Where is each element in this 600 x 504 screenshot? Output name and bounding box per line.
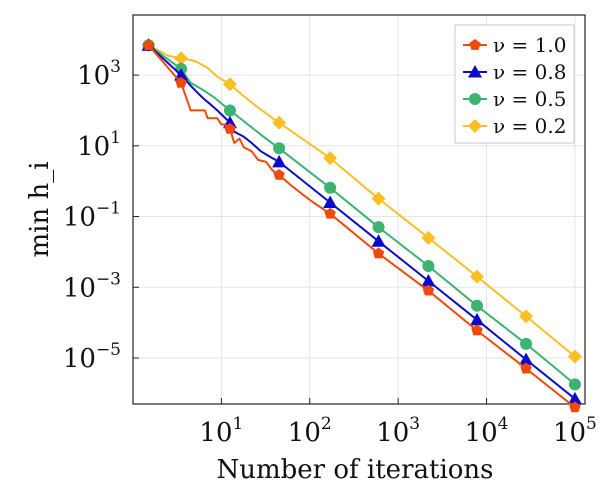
x-tick-label: 105 — [553, 414, 597, 448]
legend-marker — [468, 65, 482, 78]
legend-label: ν = 0.2 — [493, 114, 566, 138]
legend-label: ν = 0.5 — [493, 87, 566, 111]
x-tick-label: 102 — [288, 414, 332, 448]
data-point — [371, 234, 386, 247]
legend-marker — [469, 39, 481, 50]
data-point — [273, 168, 285, 180]
data-point — [324, 181, 337, 194]
y-tick-label: 10−5 — [63, 340, 121, 374]
data-point — [422, 259, 435, 272]
legend-marker — [469, 93, 481, 105]
data-point — [224, 122, 236, 134]
data-point — [471, 299, 484, 312]
data-point — [371, 191, 386, 206]
legend-label: ν = 1.0 — [493, 33, 566, 57]
legend-marker — [468, 119, 482, 133]
data-point — [273, 142, 286, 155]
data-point — [323, 195, 338, 208]
y-tick-label: 10−1 — [63, 199, 121, 233]
series-line — [148, 44, 576, 386]
y-tick-label: 101 — [77, 128, 121, 162]
data-point — [372, 221, 385, 234]
series-line — [147, 44, 576, 400]
data-point — [519, 352, 534, 366]
data-point — [323, 151, 338, 166]
x-tick-label: 103 — [376, 414, 420, 448]
series-line — [147, 44, 576, 409]
x-tick-label: 104 — [465, 414, 509, 448]
data-point — [520, 362, 532, 374]
plot-frame — [132, 14, 586, 405]
data-point — [324, 207, 336, 219]
data-point — [471, 324, 483, 336]
data-point — [569, 401, 581, 413]
x-tick-label: 101 — [199, 414, 243, 448]
legend-label: ν = 0.8 — [493, 60, 566, 84]
legend: ν = 1.0 ν = 0.8 ν = 0.5 ν = 0.2 — [454, 24, 575, 144]
data-point — [272, 154, 287, 168]
data-point — [567, 349, 582, 364]
data-point — [568, 378, 581, 391]
data-point — [520, 337, 533, 350]
data-point — [421, 274, 436, 287]
data-point — [222, 77, 237, 92]
y-tick-label: 10−3 — [63, 269, 121, 303]
series-circle — [142, 39, 581, 391]
data-point — [372, 247, 385, 259]
data-point — [223, 104, 236, 117]
data-point — [470, 312, 485, 326]
data-point — [175, 76, 187, 88]
data-point — [422, 284, 435, 296]
data-point — [421, 230, 436, 245]
axis-ticks: 101 102 103 104 105 103 101 10−1 10−3 10−5 — [63, 57, 597, 448]
y-axis-title: min h_i — [25, 161, 55, 257]
series-line — [148, 44, 576, 358]
data-point — [519, 309, 534, 324]
data-point — [272, 115, 287, 130]
series-pentagon — [142, 39, 581, 413]
x-axis-title: Number of iterations — [217, 455, 494, 485]
data-point — [567, 391, 582, 405]
data-point — [174, 51, 189, 66]
data-point — [470, 269, 485, 284]
data-point — [142, 39, 155, 51]
y-tick-label: 103 — [77, 57, 121, 91]
